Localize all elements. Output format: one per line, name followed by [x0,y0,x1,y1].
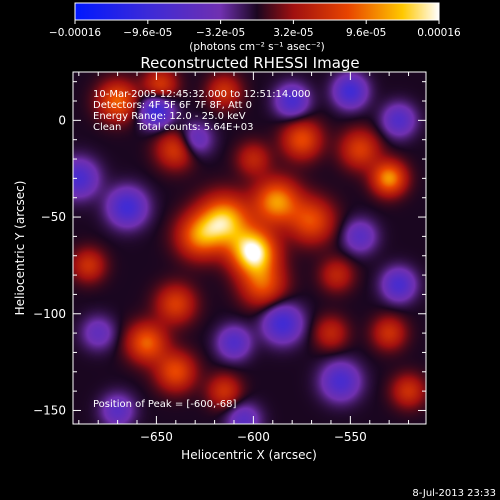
plot-frame [72,71,427,425]
colorbar-tick-label: −3.2e-05 [196,27,245,39]
info-detectors: Detectors: 4F 5F 6F 7F 8F, Att 0 [93,100,252,111]
y-axis-label: Heliocentric Y (arcsec) [13,181,27,316]
colorbar-tick-label: −0.00016 [49,27,102,39]
y-tick-label: −50 [41,210,66,224]
chart-title: Reconstructed RHESSI Image [140,54,359,72]
info-time-range: 10-Mar-2005 12:45:32.000 to 12:51:14.000 [93,89,311,100]
colorbar-gradient [74,2,440,21]
x-tick-label: −650 [140,430,173,444]
colorbar-ticks: −0.00016 −9.6e-05 −3.2e-05 3.2e-05 9.6e-05 0.… [49,20,461,39]
info-energy-range: Energy Range: 12.0 - 25.0 keV [93,111,246,122]
axis-ticks: −650 −600 −550 −150 −100 −50 0 [33,72,426,444]
colorbar-unit-label: (photons cm⁻² s⁻¹ asec⁻²) [189,41,324,53]
colorbar-tick-label: 0.00016 [417,27,461,39]
y-tick-label: 0 [58,113,66,127]
info-clean-counts: Clean Total counts: 5.64E+03 [93,122,253,133]
heatmap-image [73,72,426,424]
y-tick-label: −100 [33,307,66,321]
y-tick-label: −150 [33,403,66,417]
peak-position-label: Position of Peak = [-600,-68] [93,399,237,410]
observation-info: 10-Mar-2005 12:45:32.000 to 12:51:14.000… [93,89,311,133]
colorbar: −0.00016 −9.6e-05 −3.2e-05 3.2e-05 9.6e-05 0.… [49,2,461,53]
x-tick-label: −550 [334,430,367,444]
colorbar-tick-label: −9.6e-05 [123,27,172,39]
x-tick-label: −600 [237,430,270,444]
footer-timestamp: 8-Jul-2013 23:33 [412,488,496,499]
colorbar-tick-label: 9.6e-05 [346,27,386,39]
colorbar-tick-label: 3.2e-05 [273,27,313,39]
x-axis-label: Heliocentric X (arcsec) [181,448,317,462]
